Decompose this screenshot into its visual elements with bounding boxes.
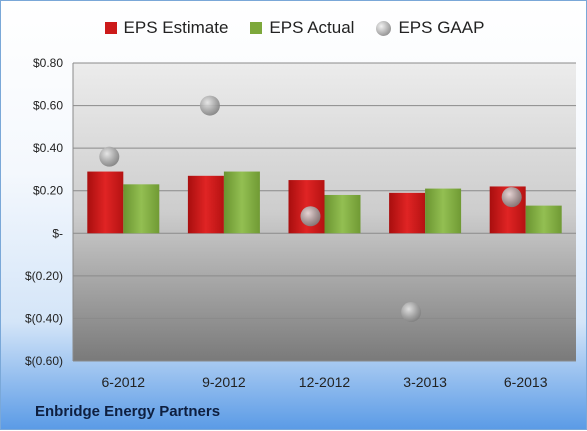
- y-axis: $0.80 $0.60 $0.40 $0.20 $- $(0.20) $(0.40) $(0.…: [25, 56, 63, 368]
- x-tick-label: 9-2012: [202, 374, 246, 390]
- y-tick-label: $0.60: [33, 99, 63, 113]
- scatter-points: [99, 95, 522, 323]
- legend-label-actual: EPS Actual: [269, 18, 355, 37]
- legend-item-estimate: EPS Estimate: [104, 18, 229, 38]
- x-axis: 6-2012 9-2012 12-2012 3-2013 6-2013: [102, 374, 548, 390]
- x-tick-label: 6-2012: [102, 374, 146, 390]
- bar-eps-actual: [425, 188, 462, 234]
- bars: [87, 171, 562, 234]
- legend-swatch-actual: [250, 22, 263, 34]
- y-tick-label: $(0.20): [25, 269, 63, 283]
- legend-label-estimate: EPS Estimate: [123, 18, 229, 37]
- bar-eps-estimate: [389, 192, 426, 234]
- y-tick-label: $(0.60): [25, 354, 63, 368]
- y-tick-label: $-: [52, 226, 63, 240]
- legend-item-actual: EPS Actual: [250, 18, 354, 38]
- x-tick-label: 3-2013: [403, 374, 447, 390]
- bar-eps-estimate: [87, 171, 124, 234]
- point-eps-gaap: [401, 302, 422, 323]
- x-tick-label: 12-2012: [299, 374, 351, 390]
- legend-swatch-gaap: [376, 20, 392, 36]
- y-tick-label: $0.80: [33, 56, 63, 70]
- point-eps-gaap: [501, 187, 522, 208]
- y-tick-label: $0.40: [33, 141, 63, 155]
- y-tick-label: $(0.40): [25, 311, 63, 325]
- bar-eps-actual: [525, 205, 562, 234]
- bar-eps-actual: [324, 194, 361, 234]
- legend-item-gaap: EPS GAAP: [376, 18, 484, 38]
- point-eps-gaap: [300, 206, 321, 227]
- company-name: Enbridge Energy Partners: [35, 403, 221, 420]
- point-eps-gaap: [199, 95, 220, 116]
- point-eps-gaap: [99, 146, 120, 167]
- x-tick-label: 6-2013: [504, 374, 548, 390]
- y-tick-label: $0.20: [33, 184, 63, 198]
- bar-eps-actual: [223, 171, 260, 234]
- bar-eps-actual: [123, 184, 160, 234]
- legend-label-gaap: EPS GAAP: [398, 18, 485, 37]
- legend: EPS Estimate EPS Actual EPS GAAP: [1, 18, 587, 38]
- bar-eps-estimate: [187, 175, 224, 234]
- legend-swatch-estimate: [104, 22, 117, 34]
